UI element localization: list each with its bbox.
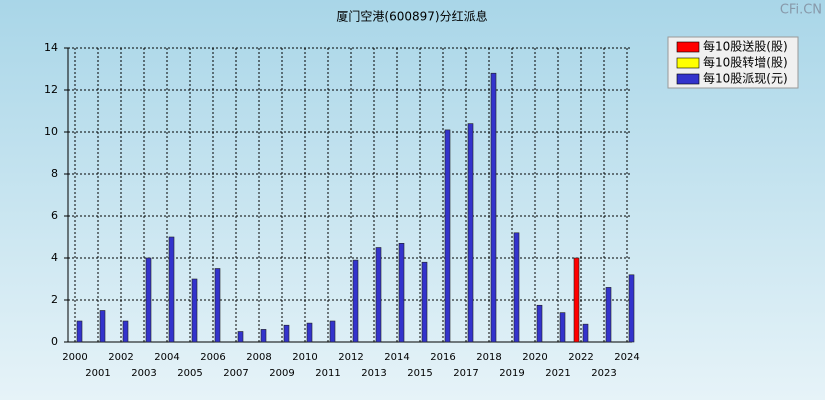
- legend-swatch: [676, 57, 700, 69]
- bar: [145, 257, 152, 343]
- bar: [628, 274, 635, 343]
- y-tick-label: 0: [51, 335, 58, 348]
- y-tick-label: 4: [51, 251, 58, 264]
- y-tick-label: 10: [44, 125, 58, 138]
- x-tick-label: 2000: [62, 352, 87, 363]
- bar: [375, 247, 382, 343]
- bar: [444, 129, 451, 343]
- x-tick-label: 2023: [591, 368, 616, 379]
- y-tick-label: 8: [51, 167, 58, 180]
- x-tick-label: 2016: [430, 352, 455, 363]
- x-tick-label: 2012: [338, 352, 363, 363]
- x-tick-label: 2017: [453, 368, 478, 379]
- bar: [582, 323, 589, 343]
- x-tick-label: 2007: [223, 368, 248, 379]
- x-tick-label: 2024: [614, 352, 639, 363]
- legend-label: 每10股送股(股): [703, 39, 788, 54]
- chart-title: 厦门空港(600897)分红派息: [336, 9, 487, 24]
- bar: [237, 331, 244, 343]
- bar: [99, 310, 106, 343]
- bar: [283, 324, 290, 343]
- y-tick-label: 14: [44, 41, 58, 54]
- watermark: CFi.CN: [780, 3, 822, 18]
- x-tick-label: 2004: [154, 352, 179, 363]
- x-tick-label: 2014: [384, 352, 409, 363]
- x-tick-label: 2001: [85, 368, 110, 379]
- bar: [398, 243, 405, 343]
- x-tick-label: 2008: [246, 352, 271, 363]
- x-tick-label: 2006: [200, 352, 225, 363]
- bar: [168, 236, 175, 343]
- bar: [605, 287, 612, 343]
- bar: [306, 322, 313, 343]
- x-tick-label: 2002: [108, 352, 133, 363]
- bar: [260, 329, 267, 343]
- legend-label: 每10股派现(元): [703, 71, 788, 86]
- bar: [490, 72, 497, 343]
- x-tick-label: 2011: [315, 368, 340, 379]
- y-tick-label: 12: [44, 83, 58, 96]
- bar: [214, 268, 221, 343]
- legend-swatch: [676, 41, 700, 53]
- bar: [352, 259, 359, 343]
- y-tick-label: 6: [51, 209, 58, 222]
- x-tick-label: 2010: [292, 352, 317, 363]
- bar: [573, 257, 580, 343]
- x-tick-label: 2022: [568, 352, 593, 363]
- bar: [122, 320, 129, 343]
- bar: [191, 278, 198, 343]
- legend-label: 每10股转增(股): [703, 55, 788, 70]
- bar: [467, 123, 474, 343]
- x-tick-label: 2005: [177, 368, 202, 379]
- x-tick-label: 2020: [522, 352, 547, 363]
- x-tick-label: 2009: [269, 368, 294, 379]
- bar: [76, 320, 83, 343]
- x-tick-label: 2018: [476, 352, 501, 363]
- y-tick-label: 2: [51, 293, 58, 306]
- bar: [536, 304, 543, 343]
- legend-swatch: [676, 73, 700, 85]
- x-tick-label: 2015: [407, 368, 432, 379]
- x-tick-label: 2003: [131, 368, 156, 379]
- bar: [559, 312, 566, 343]
- bar: [421, 261, 428, 343]
- x-tick-label: 2013: [361, 368, 386, 379]
- x-tick-label: 2019: [499, 368, 524, 379]
- bar: [513, 232, 520, 343]
- bar: [329, 320, 336, 343]
- x-tick-label: 2021: [545, 368, 570, 379]
